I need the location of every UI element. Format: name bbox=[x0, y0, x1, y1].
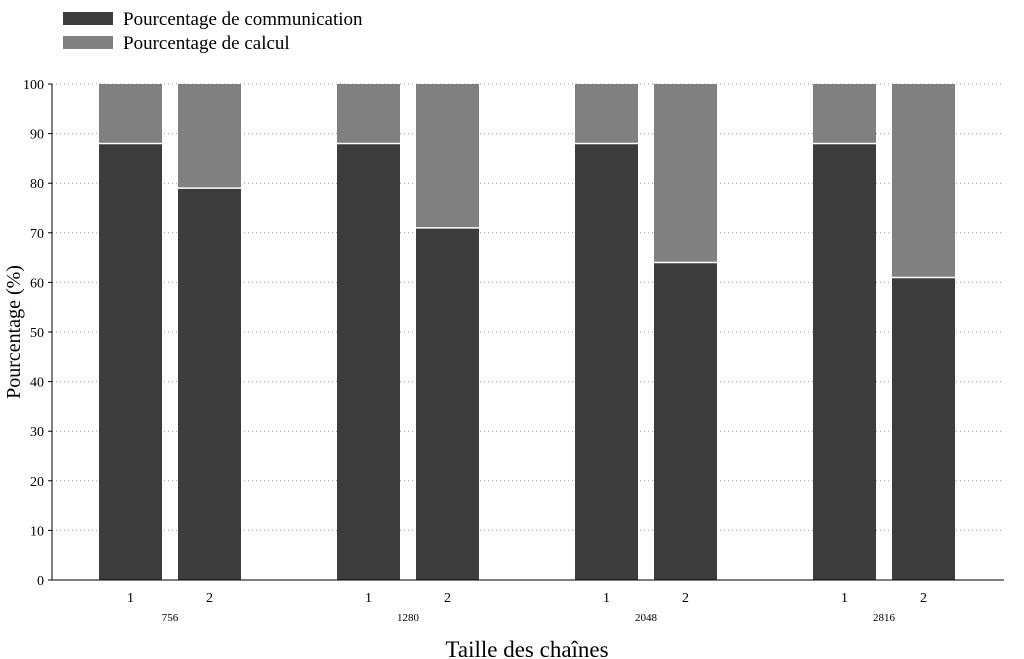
gridlines bbox=[52, 83, 1004, 531]
bar-communication-756-1 bbox=[99, 143, 162, 580]
legend-swatch-calcul bbox=[63, 36, 113, 49]
x-subtick-label: 2 bbox=[920, 591, 927, 606]
x-subtick-label: 1 bbox=[365, 591, 372, 606]
y-tick-label: 0 bbox=[37, 574, 44, 589]
x-tick-labels: 1 2 756 1 2 1280 1 2 2048 1 2 2816 bbox=[127, 591, 927, 624]
bar-calcul-2816-1 bbox=[813, 84, 876, 144]
bar-calcul-2048-2 bbox=[654, 84, 717, 263]
bar-communication-2048-1 bbox=[575, 143, 638, 580]
bar-communication-2816-2 bbox=[892, 277, 955, 580]
x-group-label: 2048 bbox=[635, 612, 658, 624]
bar-calcul-756-1 bbox=[99, 84, 162, 144]
x-subtick-label: 2 bbox=[682, 591, 689, 606]
legend-label-communication: Pourcentage de communication bbox=[123, 9, 363, 30]
y-tick-labels: 0 10 20 30 40 50 60 70 80 90 100 bbox=[23, 78, 52, 589]
y-tick-label: 40 bbox=[30, 376, 44, 391]
y-tick-label: 50 bbox=[30, 326, 44, 341]
bar-calcul-1280-2 bbox=[416, 84, 479, 228]
x-group-label: 2816 bbox=[873, 612, 896, 624]
y-tick-label: 100 bbox=[23, 78, 44, 93]
bars bbox=[99, 84, 955, 580]
x-subtick-label: 1 bbox=[603, 591, 610, 606]
y-tick-label: 60 bbox=[30, 276, 44, 291]
bar-communication-2816-1 bbox=[813, 143, 876, 580]
y-tick-label: 80 bbox=[30, 177, 44, 192]
bar-communication-1280-1 bbox=[337, 143, 400, 580]
bar-calcul-756-2 bbox=[178, 84, 241, 189]
y-tick-label: 90 bbox=[30, 128, 44, 143]
bar-calcul-2048-1 bbox=[575, 84, 638, 144]
legend-label-calcul: Pourcentage de calcul bbox=[123, 33, 290, 54]
y-tick-label: 10 bbox=[30, 524, 44, 539]
bar-communication-1280-2 bbox=[416, 227, 479, 580]
x-subtick-label: 2 bbox=[444, 591, 451, 606]
x-group-label: 1280 bbox=[397, 612, 420, 624]
x-axis-title: Taille des chaînes bbox=[445, 637, 608, 659]
x-subtick-label: 1 bbox=[841, 591, 848, 606]
x-subtick-label: 1 bbox=[127, 591, 134, 606]
y-tick-label: 30 bbox=[30, 425, 44, 440]
y-tick-label: 20 bbox=[30, 475, 44, 490]
bar-communication-2048-2 bbox=[654, 262, 717, 580]
x-subtick-label: 2 bbox=[206, 591, 213, 606]
bar-calcul-1280-1 bbox=[337, 84, 400, 144]
x-group-label: 756 bbox=[162, 612, 179, 624]
bar-calcul-2816-2 bbox=[892, 84, 955, 278]
bar-communication-756-2 bbox=[178, 188, 241, 580]
legend-swatch-communication bbox=[63, 12, 113, 25]
legend: Pourcentage de communication Pourcentage… bbox=[63, 9, 363, 54]
y-axis-title: Pourcentage (%) bbox=[3, 265, 25, 399]
y-tick-label: 70 bbox=[30, 227, 44, 242]
